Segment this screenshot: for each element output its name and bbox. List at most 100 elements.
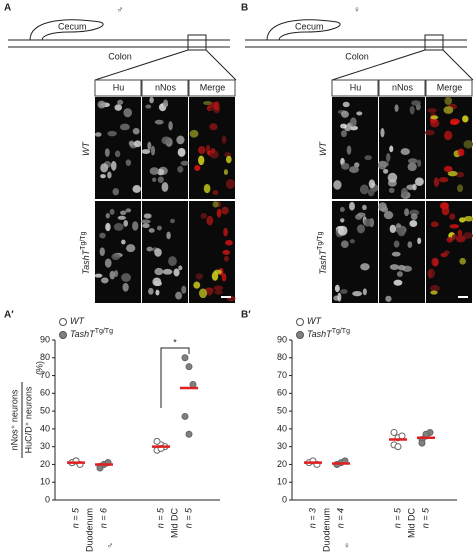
data-point [390,428,398,436]
cell [337,292,342,302]
cell [346,145,352,155]
cell [459,257,466,265]
cell [99,247,105,256]
cell [104,148,110,157]
cell [149,96,154,104]
label-name: WT [81,141,91,156]
cell [112,188,120,196]
cell [340,240,349,248]
cell [409,105,415,115]
cell [443,106,454,114]
cell [363,218,372,227]
label-superscript: Tg/Tg [317,231,324,249]
cell [334,284,340,293]
y-tick-label: 30 [40,441,50,451]
y-tick-label: 10 [40,477,50,487]
micrograph [332,201,378,303]
cell [396,271,403,277]
zoom-line [442,49,474,81]
cell [340,289,348,294]
cell [364,155,373,161]
cell [449,224,460,229]
cell [417,159,422,167]
cell [389,145,394,153]
cell [119,123,130,131]
cell [212,201,219,208]
cell [154,267,164,276]
cell [216,208,222,218]
cell [340,123,347,129]
label-name: TashT [318,248,328,274]
column-header-box [94,79,142,97]
cell [395,223,402,228]
column-header-box [188,79,236,97]
column-header-box [378,79,426,97]
column-header: nNos [155,82,177,92]
cell [444,130,453,141]
cell [203,183,211,194]
cell [109,208,115,215]
cell [94,132,102,137]
cell [205,289,213,296]
sex-symbol: ♀ [354,4,361,14]
cell [350,117,357,127]
cell [148,287,154,295]
y-tick-label: 90 [277,334,287,344]
cell [175,291,183,300]
cell [447,170,458,177]
colon-label: Colon [345,51,369,61]
cell [150,145,156,156]
label-text: TashTTg/Tg [70,328,113,340]
cell [223,169,228,176]
label-name: TashT [81,248,91,274]
cell [457,229,463,237]
cell [193,281,201,289]
cell [146,246,153,252]
cell [213,269,222,275]
cell [111,253,121,261]
column-header: Hu [113,82,125,92]
cell [377,160,387,170]
cell [430,290,438,295]
cell [359,184,369,195]
cell [449,213,456,220]
category-label: Duodenum [321,508,331,552]
label-text: TashTTg/Tg [307,328,350,340]
cell [225,178,235,189]
cecum-label: Cecum [58,21,87,31]
data-point [185,430,193,438]
cell [407,241,413,248]
y-tick-label: 90 [40,334,50,344]
cell [154,248,162,257]
cell [221,273,227,282]
y-tick-label: 30 [277,441,287,451]
cell [104,258,112,268]
cell [333,180,342,190]
cell [411,100,421,106]
cell [173,268,180,277]
cell [163,99,169,108]
significance-bracket [160,347,190,408]
cell [349,125,359,131]
panel-label: A′ [4,310,14,321]
cell [100,163,109,173]
cell [457,148,465,157]
cell [213,101,220,111]
cell [210,148,216,154]
cell [407,158,418,164]
cell [198,155,205,166]
label-text: WT [318,141,328,156]
cell [349,166,359,174]
cell [143,213,152,219]
cell [132,221,139,231]
cell [224,255,229,262]
cell [145,104,152,109]
cell [152,277,162,286]
cell [394,104,399,112]
cell [368,179,375,189]
cell [393,240,400,248]
region-box [187,34,207,51]
sex-symbol: ♂ [117,4,124,14]
cell [222,249,230,256]
sex-symbol: ♀ [344,540,351,550]
